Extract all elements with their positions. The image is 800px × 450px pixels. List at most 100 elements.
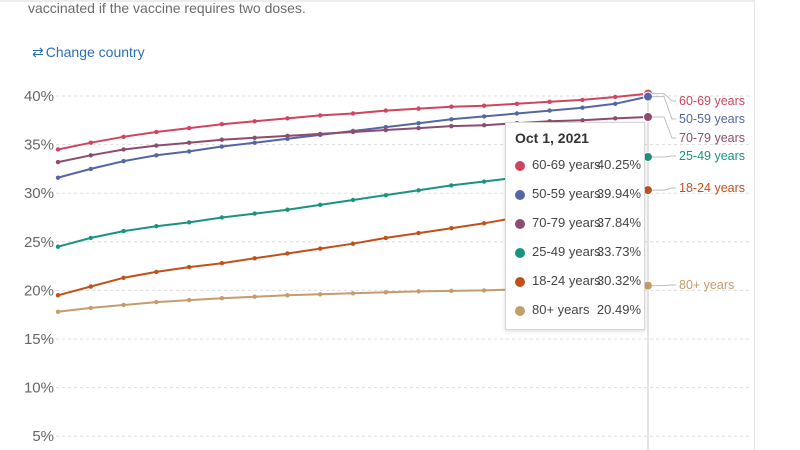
tooltip-series-value: 40.25%	[596, 157, 641, 172]
tooltip-row: 60-69 years 40.25%	[515, 157, 641, 177]
data-point	[88, 153, 93, 158]
tooltip-series-name: 60-69 years	[532, 157, 601, 172]
data-point	[383, 108, 388, 113]
tooltip-row: 70-79 years 37.84%	[515, 215, 641, 235]
y-tick-label: 20%	[24, 282, 54, 299]
data-point	[88, 284, 93, 289]
data-point	[88, 140, 93, 145]
data-point	[383, 290, 388, 295]
y-tick-label: 40%	[24, 88, 54, 105]
data-point	[514, 101, 520, 106]
label-connector	[652, 116, 676, 139]
data-point	[121, 147, 126, 152]
data-point	[154, 299, 159, 305]
top-border	[0, 0, 800, 2]
series-end-label: 70-79 years	[679, 131, 745, 145]
data-point	[88, 305, 93, 311]
tooltip-color-dot	[515, 277, 525, 287]
data-point	[318, 131, 323, 137]
data-point	[481, 221, 487, 226]
data-point	[121, 228, 126, 234]
data-point	[154, 129, 159, 135]
data-point	[219, 295, 225, 301]
tooltip-color-dot	[515, 248, 525, 258]
data-point	[416, 188, 421, 193]
data-point	[416, 121, 421, 126]
tooltip-series-value: 39.94%	[596, 186, 641, 201]
data-point	[318, 292, 323, 297]
data-point	[252, 135, 257, 140]
tooltip-series-name: 25-49 years	[532, 244, 601, 259]
data-point	[481, 122, 487, 128]
data-point	[449, 225, 454, 231]
data-point	[547, 99, 552, 105]
tooltip-series-value: 33.73%	[596, 244, 641, 259]
data-point	[580, 105, 585, 110]
data-point	[481, 103, 487, 108]
data-point	[547, 108, 552, 113]
data-point	[350, 111, 356, 116]
data-point	[219, 144, 225, 149]
tooltip-series-name: 70-79 years	[532, 215, 601, 230]
data-point	[121, 134, 126, 140]
data-point	[449, 104, 454, 109]
data-point	[252, 119, 257, 124]
data-point	[186, 264, 192, 270]
data-point	[252, 256, 257, 261]
data-point	[154, 269, 159, 275]
swap-arrows-icon: ⇄	[32, 44, 44, 60]
series-end-labels: 60-69 years 50-59 years 70-79 years 25-49 y…	[652, 93, 745, 292]
hover-tooltip: Oct 1, 2021 60-69 years 40.25% 50-59 yea…	[505, 122, 645, 330]
data-point	[252, 140, 257, 145]
data-point	[55, 293, 61, 298]
data-point	[416, 289, 421, 294]
tooltip-series-name: 50-59 years	[532, 186, 601, 201]
tooltip-row: 18-24 years 30.32%	[515, 273, 641, 293]
data-point	[350, 241, 356, 246]
tooltip-series-name: 80+ years	[532, 302, 590, 317]
data-point	[449, 288, 454, 294]
data-point	[318, 113, 323, 118]
data-point	[55, 244, 61, 249]
data-point	[285, 133, 290, 139]
data-point	[186, 140, 192, 145]
tooltip-color-dot	[515, 219, 525, 229]
data-point	[318, 246, 323, 251]
change-country-button[interactable]: ⇄ Change country	[32, 44, 145, 61]
data-point	[383, 192, 388, 198]
data-point	[252, 211, 257, 216]
tooltip-date: Oct 1, 2021	[515, 130, 589, 146]
tooltip-row: 25-49 years 33.73%	[515, 244, 641, 264]
data-point	[88, 166, 93, 172]
y-tick-label: 25%	[24, 234, 54, 251]
label-connector	[652, 284, 676, 287]
data-point	[643, 91, 653, 102]
data-point	[55, 159, 61, 165]
y-axis-ticks: 40% 35% 30% 25% 20% 15% 10% 5%	[24, 88, 54, 445]
chart-grid	[56, 92, 752, 450]
data-point	[88, 235, 93, 241]
tooltip-series-name: 18-24 years	[532, 273, 601, 288]
data-point	[285, 116, 290, 121]
y-tick-label: 10%	[24, 380, 54, 397]
tooltip-series-value: 20.49%	[596, 302, 641, 317]
data-point	[416, 230, 421, 236]
label-connector	[652, 187, 676, 191]
data-point	[154, 224, 159, 229]
series-end-label: 50-59 years	[679, 112, 745, 126]
series-end-label: 18-24 years	[679, 181, 745, 195]
label-connector	[652, 93, 676, 102]
label-connector	[652, 155, 676, 158]
y-tick-label: 30%	[24, 185, 54, 202]
data-point	[186, 149, 192, 154]
data-point	[219, 260, 225, 266]
data-point	[252, 294, 257, 299]
y-tick-label: 5%	[32, 428, 54, 445]
data-point	[219, 121, 225, 127]
tooltip-color-dot	[515, 161, 525, 171]
data-point	[154, 153, 159, 158]
data-point	[55, 309, 61, 314]
data-point	[186, 125, 192, 131]
tooltip-series-value: 37.84%	[596, 215, 641, 230]
